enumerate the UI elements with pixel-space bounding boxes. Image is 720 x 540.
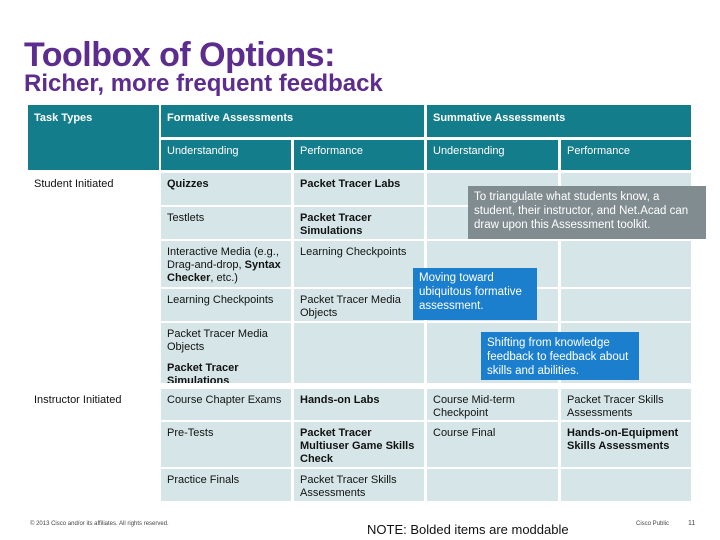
slide-subtitle: Richer, more frequent feedback: [24, 70, 383, 97]
student-understanding-4: Learning Checkpoints: [161, 289, 291, 321]
page-number: 11: [688, 520, 696, 527]
callout-moving-toward: Moving toward ubiquitous formative asses…: [413, 268, 537, 320]
student-performance-5: [294, 323, 424, 383]
syntax-checker-text: Syntax Checker: [167, 259, 281, 284]
instructor-understanding-1: Course Chapter Exams: [161, 389, 291, 420]
callout-shifting: Shifting from knowledge feedback to feed…: [481, 332, 639, 380]
instructor-summative-performance-3: [561, 469, 691, 501]
student-summative-performance-4: [561, 289, 691, 321]
student-understanding-3: Interactive Media (e.g., Drag-and-drop, …: [161, 241, 291, 287]
copyright-text: © 2013 Cisco and/or its affiliates. All …: [30, 521, 169, 527]
header-formative-performance: Performance: [294, 140, 424, 170]
instructor-understanding-2: Pre-Tests: [161, 422, 291, 467]
student-performance-2: Packet Tracer Simulations: [294, 207, 424, 239]
instructor-summative-understanding-3: [427, 469, 558, 501]
row-label-student-initiated: Student Initiated: [28, 173, 159, 383]
instructor-understanding-3: Practice Finals: [161, 469, 291, 501]
header-formative-understanding: Understanding: [161, 140, 291, 170]
header-summative: Summative Assessments: [427, 105, 691, 137]
instructor-performance-1: Hands-on Labs: [294, 389, 424, 420]
instructor-summative-performance-2: Hands-on-Equipment Skills Assessments: [561, 422, 691, 467]
slide-title: Toolbox of Options:: [24, 36, 335, 74]
instructor-summative-understanding-1: Course Mid-term Checkpoint: [427, 389, 558, 420]
student-performance-3: Learning Checkpoints: [294, 241, 424, 287]
header-formative: Formative Assessments: [161, 105, 424, 137]
row-label-instructor-initiated: Instructor Initiated: [28, 389, 159, 501]
header-summative-performance: Performance: [561, 140, 691, 170]
callout-triangulate: To triangulate what students know, a stu…: [468, 186, 706, 239]
student-performance-4: Packet Tracer Media Objects: [294, 289, 424, 321]
header-task-types: Task Types: [28, 105, 159, 170]
header-summative-understanding: Understanding: [427, 140, 558, 170]
instructor-performance-3: Packet Tracer Skills Assessments: [294, 469, 424, 501]
student-understanding-2: Testlets: [161, 207, 291, 239]
instructor-summative-performance-1: Packet Tracer Skills Assessments: [561, 389, 691, 420]
interactive-media-etc-text: , etc.): [210, 272, 238, 284]
student-media-objects-text: Packet Tracer Media Objects: [167, 328, 268, 353]
classification-text: Cisco Public: [636, 521, 670, 527]
student-pt-simulations-text: Packet Tracer Simulations: [167, 362, 239, 383]
note-text: NOTE: Bolded items are moddable: [367, 522, 569, 537]
interactive-media-text: Interactive Media (e.g., Drag-and-drop,: [167, 246, 279, 271]
student-understanding-1: Quizzes: [161, 173, 291, 205]
student-performance-1: Packet Tracer Labs: [294, 173, 424, 205]
instructor-summative-understanding-2: Course Final: [427, 422, 558, 467]
student-understanding-5: Packet Tracer Media Objects Packet Tracer…: [161, 323, 291, 383]
instructor-performance-2: Packet Tracer Multiuser Game Skills Chec…: [294, 422, 424, 467]
student-summative-performance-3: [561, 241, 691, 287]
